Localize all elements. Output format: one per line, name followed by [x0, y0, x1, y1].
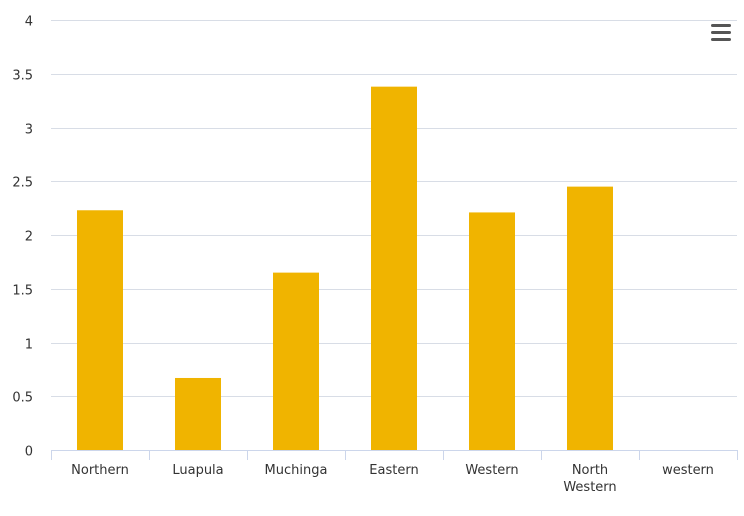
- x-tick-label: Northern: [71, 463, 129, 478]
- x-axis: Northern Luapula Muchinga Eastern Western Nor…: [51, 450, 738, 495]
- bar-eastern[interactable]: [371, 86, 417, 451]
- x-tick-label: Western: [465, 463, 518, 478]
- hamburger-menu-icon[interactable]: [709, 24, 735, 46]
- x-tick-label: Luapula: [172, 463, 223, 478]
- x-tick-label: Eastern: [369, 463, 418, 478]
- y-tick-label: 1.5: [12, 284, 33, 299]
- bar-western[interactable]: [469, 212, 515, 450]
- y-tick-label: 0.5: [12, 391, 33, 406]
- x-tick-label: Muchinga: [265, 463, 328, 478]
- y-tick-label: 1: [25, 338, 33, 353]
- bar-north-western[interactable]: [567, 186, 613, 450]
- x-tick-label: North Western: [563, 463, 616, 495]
- y-tick-label: 4: [25, 15, 33, 30]
- bar-northern[interactable]: [77, 210, 123, 450]
- y-tick-label: 2: [25, 230, 33, 245]
- y-tick-label: 3: [25, 123, 33, 138]
- bar-luapula[interactable]: [175, 377, 221, 450]
- y-tick-label: 0: [25, 445, 33, 460]
- y-axis-labels: 0 0.5 1 1.5 2 2.5 3 3.5 4: [12, 15, 33, 460]
- y-tick-label: 2.5: [12, 176, 33, 191]
- bar-muchinga[interactable]: [273, 272, 319, 450]
- x-tick-label: western: [662, 463, 714, 478]
- bars: [77, 86, 613, 451]
- y-tick-label: 3.5: [12, 69, 33, 84]
